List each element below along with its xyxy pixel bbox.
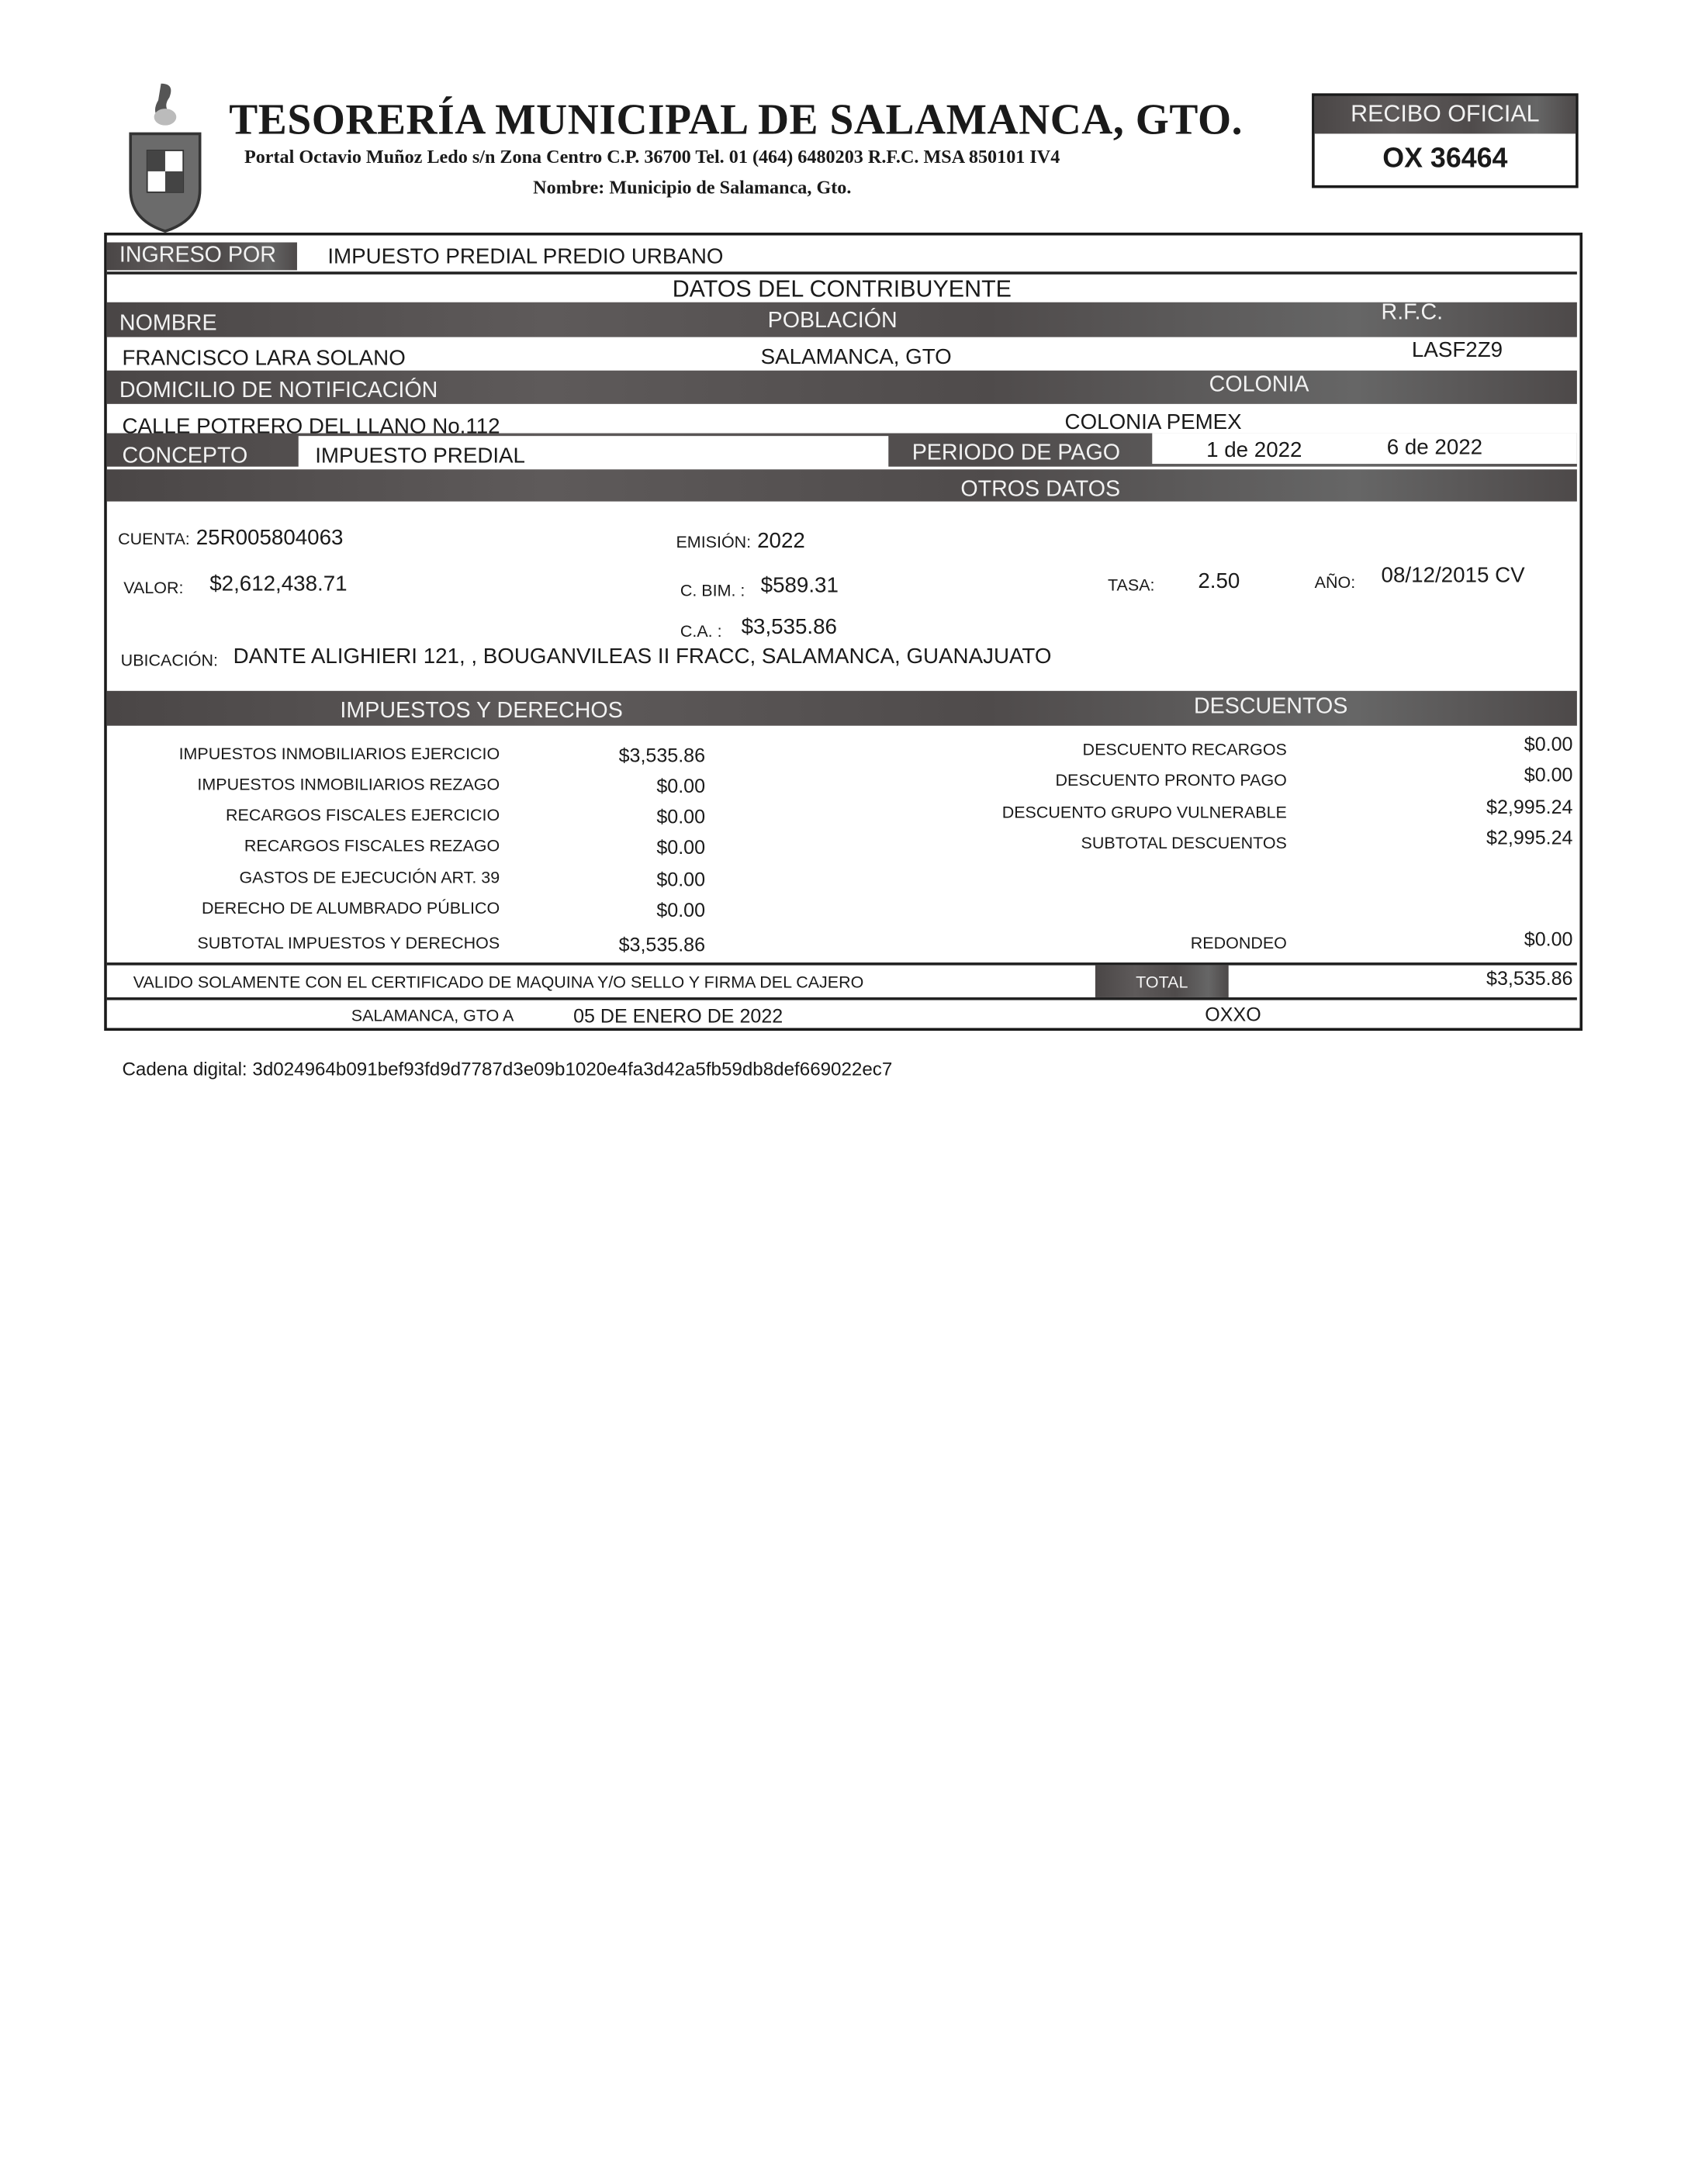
receipt-label: RECIBO OFICIAL [1351, 100, 1540, 127]
concepto-value: IMPUESTO PREDIAL [315, 444, 525, 468]
colonia-label: COLONIA [1209, 373, 1309, 397]
nombre-value: FRANCISCO LARA SOLANO [122, 347, 406, 371]
cbim-value: $589.31 [760, 573, 839, 598]
cadena-label: Cadena digital: [122, 1058, 247, 1080]
emision-label: EMISIÓN: [676, 532, 752, 552]
rfc-value: LASF2Z9 [1411, 338, 1503, 362]
redondeo-label: REDONDEO [1190, 933, 1287, 953]
impuesto-value: $0.00 [656, 867, 706, 890]
cajero-text: OXXO [1205, 1003, 1261, 1025]
lugar-text: SALAMANCA, GTO A [351, 1005, 514, 1025]
periodo-label: PERIODO DE PAGO [911, 441, 1121, 465]
domicilio-label: DOMICILIO DE NOTIFICACIÓN [119, 378, 438, 403]
institution-name: Nombre: Municipio de Salamanca, Gto. [533, 177, 852, 199]
ca-value: $3,535.86 [741, 615, 838, 640]
impuesto-label: IMPUESTOS INMOBILIARIOS EJERCICIO [178, 744, 500, 764]
anio-label: AÑO: [1314, 572, 1356, 593]
poblacion-value: SALAMANCA, GTO [760, 345, 952, 369]
impuesto-label: GASTOS DE EJECUCIÓN ART. 39 [239, 867, 500, 888]
cuenta-value: 25R005804063 [195, 526, 344, 551]
valor-value: $2,612,438.71 [209, 572, 348, 596]
municipal-coat-of-arms-logo [129, 83, 202, 233]
descuento-label: SUBTOTAL DESCUENTOS [1081, 833, 1287, 853]
receipt-table [104, 232, 1583, 1032]
cbim-label: C. BIM. : [680, 580, 745, 601]
institution-address: Portal Octavio Muñoz Ledo s/n Zona Centr… [244, 146, 1060, 168]
rfc-label: R.F.C. [1381, 300, 1444, 325]
descuento-value: $2,995.24 [1486, 826, 1573, 848]
impuesto-label: DERECHO DE ALUMBRADO PÚBLICO [201, 898, 500, 918]
periodo-inicio: 1 de 2022 [1206, 438, 1302, 463]
validez-note: VALIDO SOLAMENTE CON EL CERTIFICADO DE M… [133, 972, 864, 992]
cuenta-label: CUENTA: [118, 529, 190, 549]
nombre-label: NOMBRE [119, 312, 217, 336]
cadena-value: 3d024964b091bef93fd9d7787d3e09b1020e4fa3… [252, 1058, 893, 1080]
ingreso-value: IMPUESTO PREDIAL PREDIO URBANO [327, 245, 724, 269]
impuesto-label: IMPUESTOS INMOBILIARIOS REZAGO [197, 774, 500, 794]
institution-title: TESORERÍA MUNICIPAL DE SALAMANCA, GTO. [229, 95, 1244, 143]
fecha-text: 05 DE ENERO DE 2022 [573, 1004, 783, 1027]
otros-datos-title: OTROS DATOS [960, 478, 1121, 502]
tasa-label: TASA: [1108, 575, 1155, 595]
impuesto-label: RECARGOS FISCALES EJERCICIO [226, 805, 500, 825]
ubicacion-label: UBICACIÓN: [120, 650, 218, 670]
total-label: TOTAL [1136, 972, 1188, 992]
redondeo-value: $0.00 [1524, 928, 1573, 950]
impuesto-label: RECARGOS FISCALES REZAGO [244, 835, 500, 855]
valor-label: VALOR: [123, 578, 184, 598]
descuento-label: DESCUENTO RECARGOS [1082, 739, 1287, 759]
impuesto-value: $3,535.86 [618, 933, 706, 956]
colonia-value: COLONIA PEMEX [1064, 410, 1242, 435]
receipt-number-box: RECIBO OFICIAL OX 36464 [1312, 93, 1579, 188]
impuesto-label: SUBTOTAL IMPUESTOS Y DERECHOS [197, 933, 500, 953]
receipt-number: OX 36464 [1382, 143, 1508, 175]
impuesto-value: $0.00 [656, 774, 706, 797]
datos-contribuyente-title: DATOS DEL CONTRIBUYENTE [672, 275, 1012, 302]
impuesto-value: $3,535.86 [618, 744, 706, 766]
ubicacion-value: DANTE ALIGHIERI 121, , BOUGANVILEAS II F… [233, 644, 1052, 669]
descuento-value: $0.00 [1524, 763, 1573, 786]
impuesto-value: $0.00 [656, 835, 706, 859]
descuentos-title: DESCUENTOS [1193, 695, 1348, 719]
ingreso-label: INGRESO POR [119, 244, 276, 268]
impuesto-value: $0.00 [656, 805, 706, 828]
tasa-value: 2.50 [1198, 569, 1240, 594]
poblacion-label: POBLACIÓN [767, 309, 898, 333]
periodo-fin: 6 de 2022 [1386, 436, 1483, 460]
concepto-label: CONCEPTO [122, 444, 248, 468]
descuento-label: DESCUENTO GRUPO VULNERABLE [1001, 802, 1287, 822]
descuento-value: $2,995.24 [1486, 795, 1573, 818]
impuestos-title: IMPUESTOS Y DERECHOS [340, 699, 623, 724]
emision-value: 2022 [757, 529, 805, 554]
descuento-value: $0.00 [1524, 732, 1573, 755]
impuesto-value: $0.00 [656, 898, 706, 921]
total-value: $3,535.86 [1486, 966, 1573, 990]
ca-label: C.A. : [680, 621, 722, 641]
descuento-label: DESCUENTO PRONTO PAGO [1055, 770, 1287, 790]
anio-value: 08/12/2015 CV [1381, 564, 1525, 588]
